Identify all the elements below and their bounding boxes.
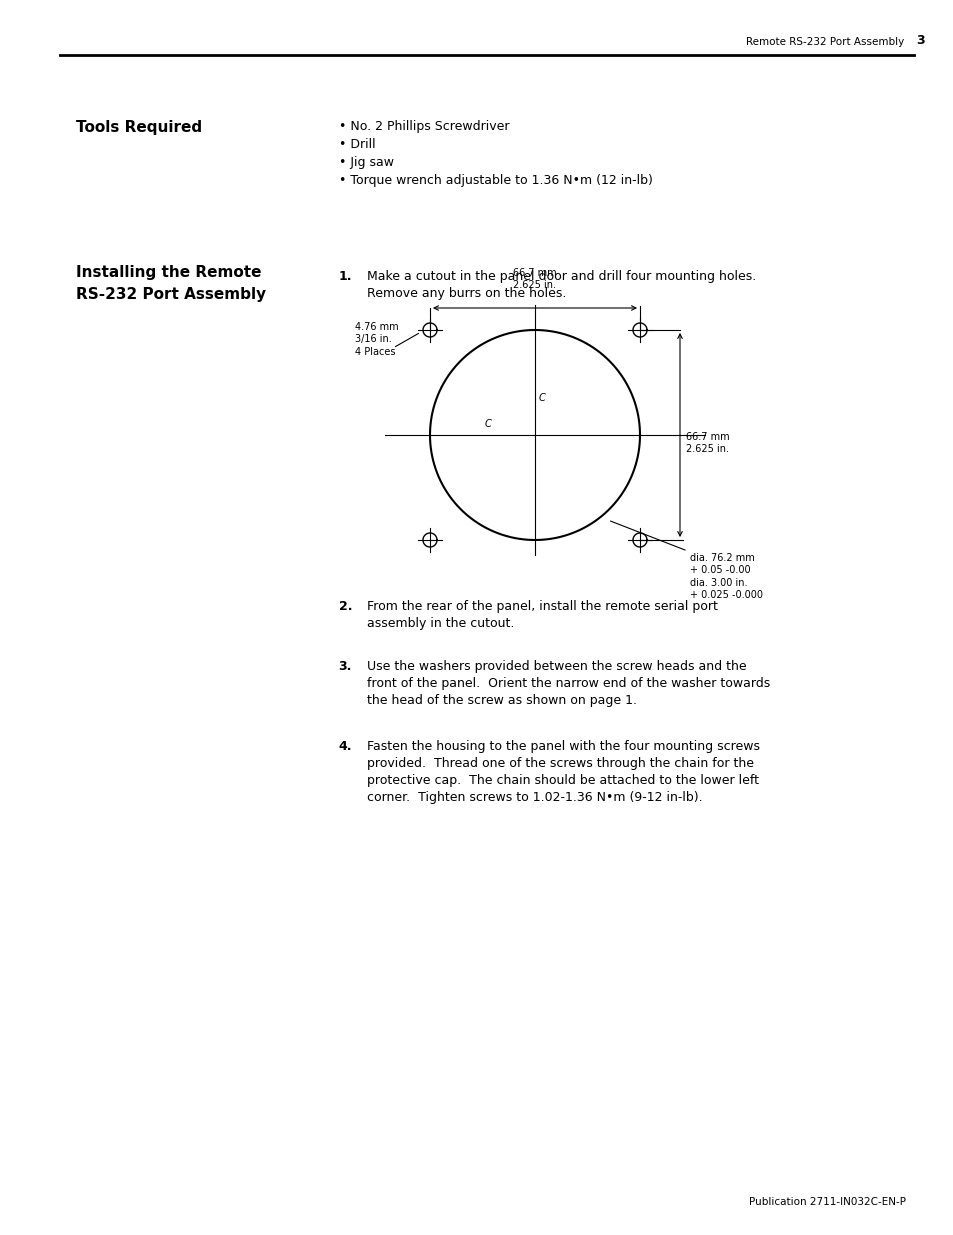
Text: 3: 3 xyxy=(915,35,923,47)
Text: • Torque wrench adjustable to 1.36 N•m (12 in-lb): • Torque wrench adjustable to 1.36 N•m (… xyxy=(338,174,652,186)
Text: • No. 2 Phillips Screwdriver: • No. 2 Phillips Screwdriver xyxy=(338,120,509,133)
Text: Fasten the housing to the panel with the four mounting screws
provided.  Thread : Fasten the housing to the panel with the… xyxy=(367,740,760,804)
Text: dia. 76.2 mm
+ 0.05 -0.00
dia. 3.00 in.
+ 0.025 -0.000: dia. 76.2 mm + 0.05 -0.00 dia. 3.00 in. … xyxy=(689,553,762,600)
Text: 2.: 2. xyxy=(338,600,352,613)
Text: Tools Required: Tools Required xyxy=(76,120,202,135)
Text: Use the washers provided between the screw heads and the
front of the panel.  Or: Use the washers provided between the scr… xyxy=(367,659,770,706)
Text: • Jig saw: • Jig saw xyxy=(338,156,394,169)
Text: C: C xyxy=(484,419,491,429)
Text: Publication 2711-IN032C-EN-P: Publication 2711-IN032C-EN-P xyxy=(748,1197,905,1207)
Text: C: C xyxy=(538,393,545,404)
Text: 66.7 mm
2.625 in.: 66.7 mm 2.625 in. xyxy=(513,268,557,290)
Text: 3.: 3. xyxy=(338,659,352,673)
Text: 4.76 mm
3/16 in.
4 Places: 4.76 mm 3/16 in. 4 Places xyxy=(355,322,398,357)
Text: RS-232 Port Assembly: RS-232 Port Assembly xyxy=(76,287,266,303)
Text: 66.7 mm
2.625 in.: 66.7 mm 2.625 in. xyxy=(685,432,729,454)
Text: 4.: 4. xyxy=(338,740,352,753)
Text: Remote RS-232 Port Assembly: Remote RS-232 Port Assembly xyxy=(745,37,903,47)
Text: From the rear of the panel, install the remote serial port
assembly in the cutou: From the rear of the panel, install the … xyxy=(367,600,718,630)
Text: Installing the Remote: Installing the Remote xyxy=(76,266,261,280)
Text: Make a cutout in the panel door and drill four mounting holes.
Remove any burrs : Make a cutout in the panel door and dril… xyxy=(367,270,756,300)
Text: 1.: 1. xyxy=(338,270,352,283)
Text: • Drill: • Drill xyxy=(338,138,375,151)
